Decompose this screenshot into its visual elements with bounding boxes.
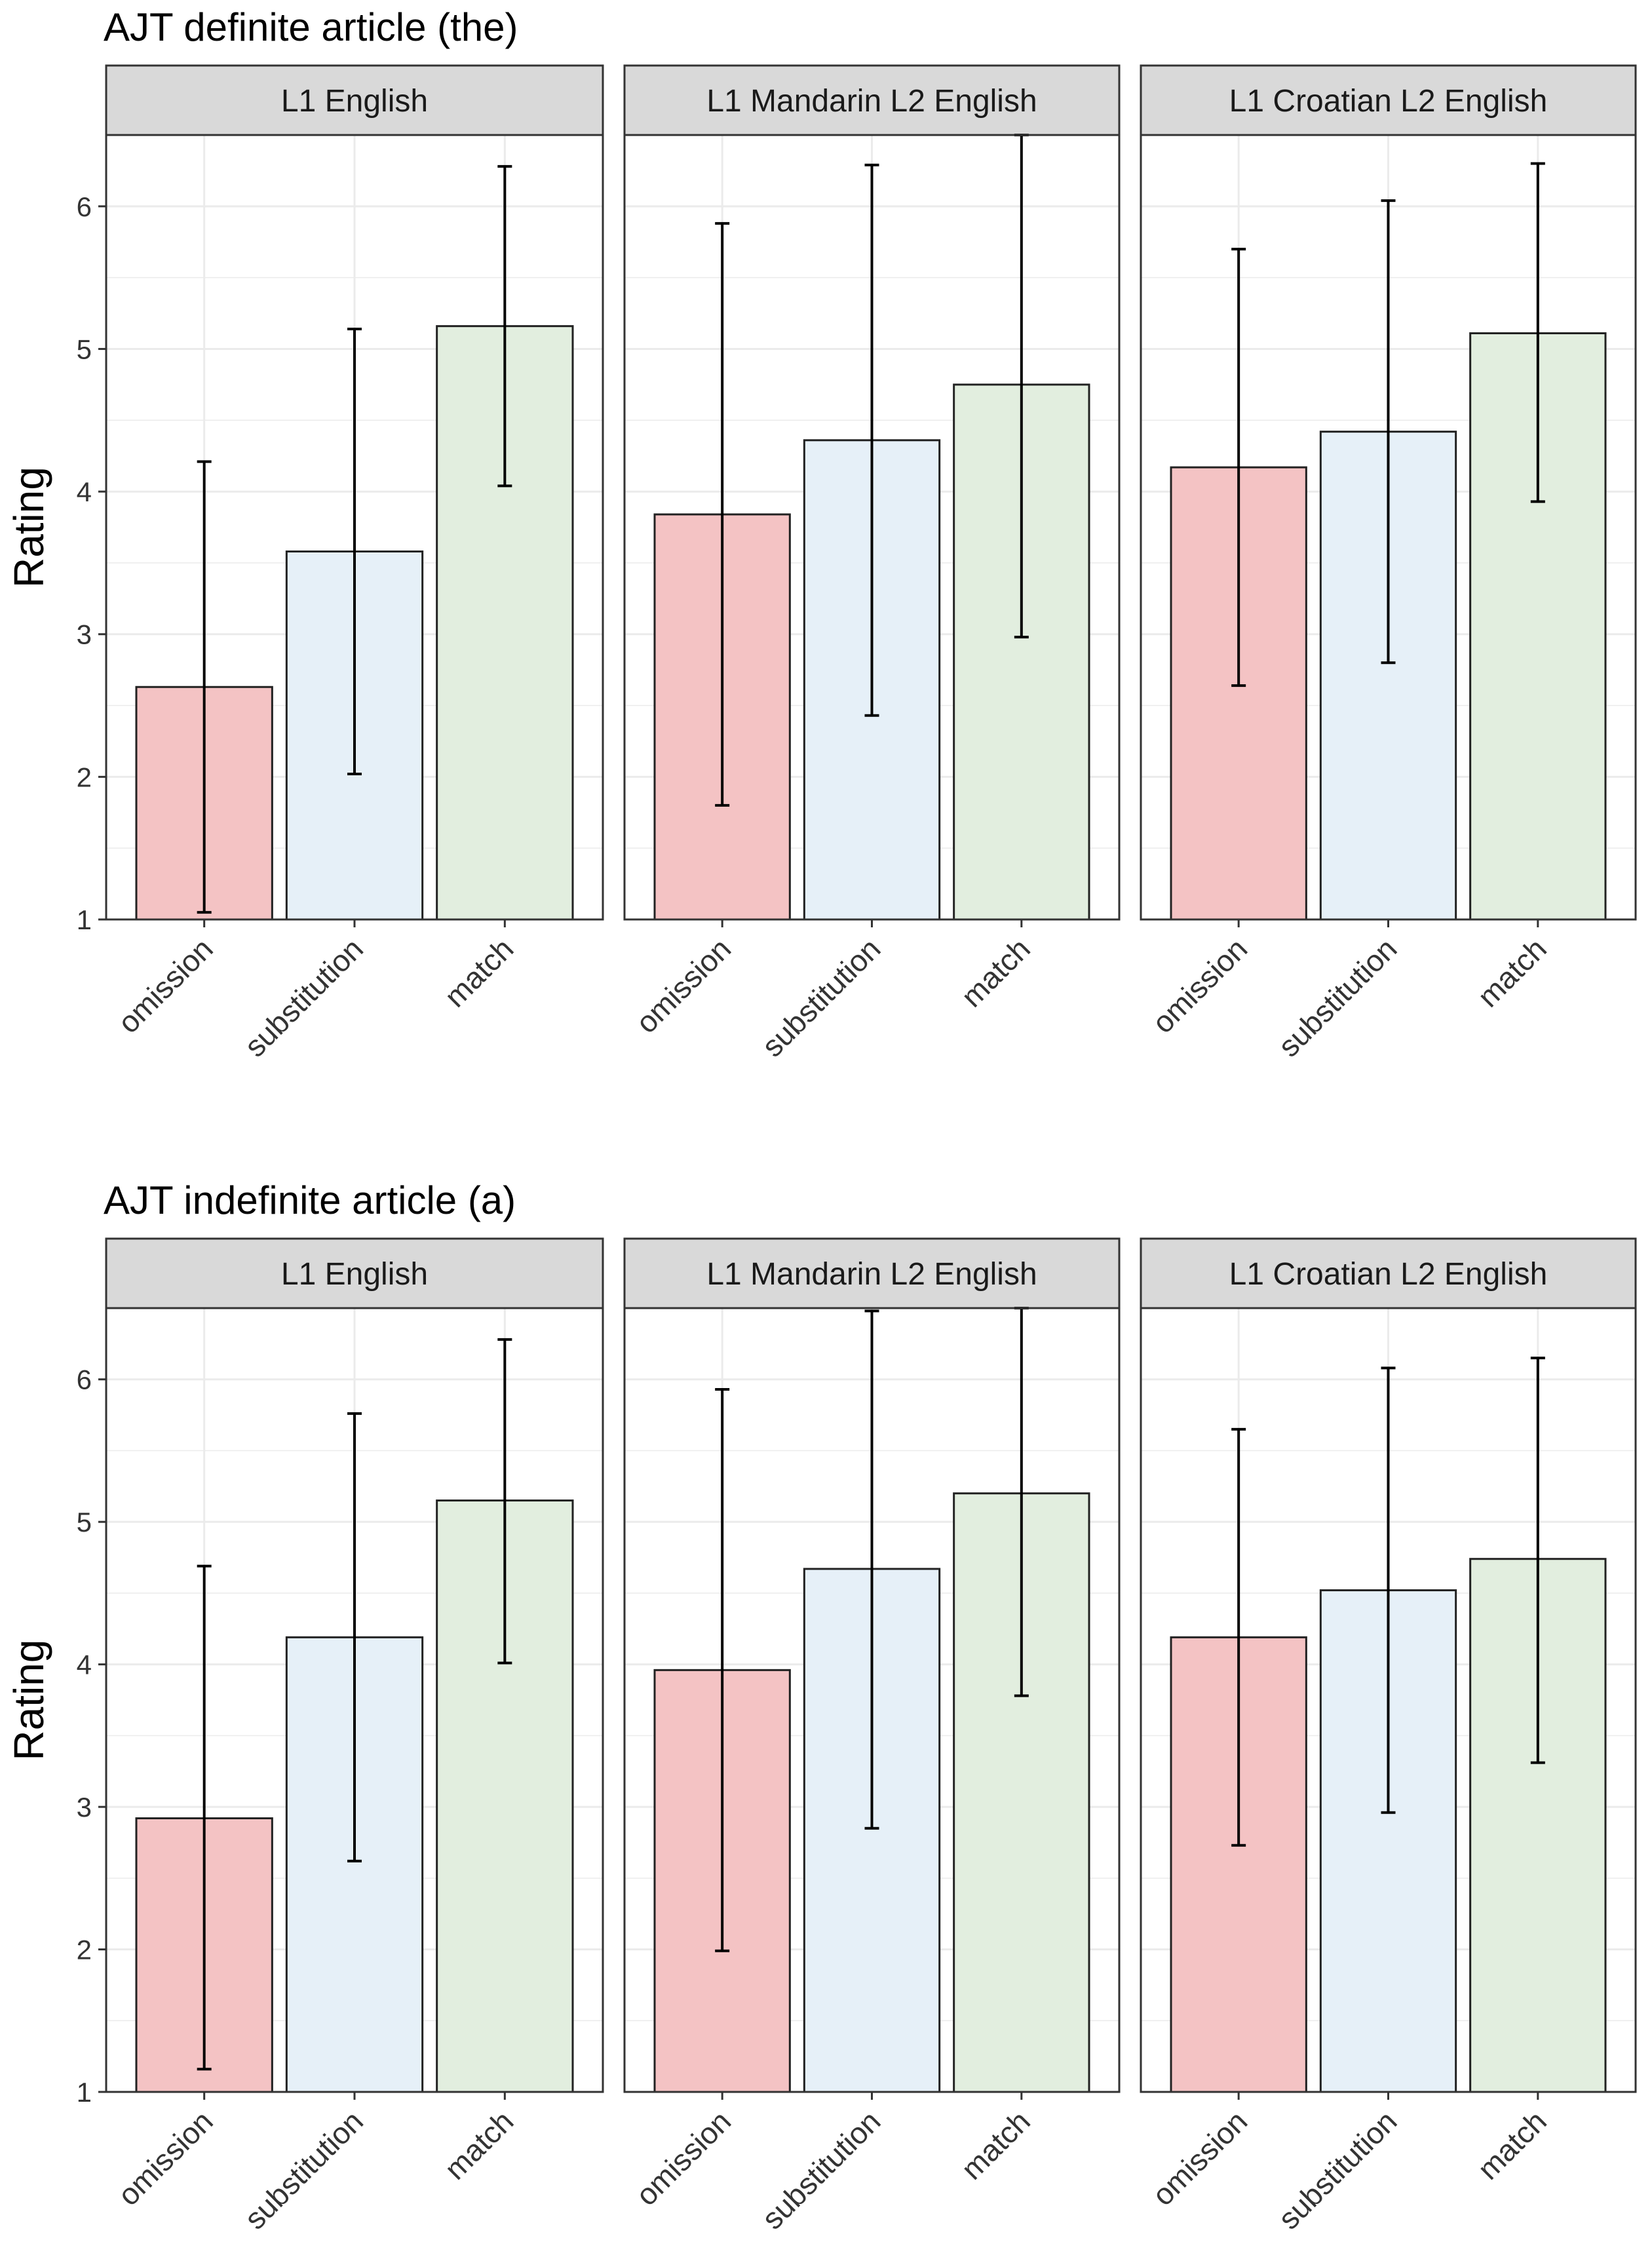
facet-strip — [1140, 64, 1637, 136]
x-tick-label: substitution — [238, 2104, 370, 2235]
y-axis-label: Rating — [5, 467, 52, 588]
facet-panel: L1 English omission substitution match — [105, 64, 604, 1064]
x-tick-label: omission — [111, 931, 220, 1039]
panel-border — [105, 1307, 604, 2093]
y-tick-label: 2 — [77, 1935, 92, 1965]
y-tick-label: 1 — [77, 2077, 92, 2108]
chart-title: AJT definite article (the) — [104, 5, 518, 49]
y-tick-label: 5 — [77, 334, 92, 364]
chart-2: AJT indefinite article (a) Rating 1 2 3 4 5 6 L1… — [5, 1178, 1637, 2236]
x-tick-label: match — [955, 931, 1037, 1013]
y-tick-label: 1 — [77, 904, 92, 935]
x-tick-label: omission — [629, 931, 737, 1039]
x-tick-label: match — [1471, 931, 1553, 1013]
x-tick-label: omission — [1145, 2104, 1254, 2212]
x-tick-label: match — [438, 931, 520, 1013]
y-axis-label: Rating — [5, 1640, 52, 1761]
facet-panel: L1 English omission substitution match — [105, 1237, 604, 2236]
chart-title: AJT indefinite article (a) — [104, 1178, 516, 1222]
facet-label: L1 Mandarin L2 English — [706, 1257, 1037, 1292]
facet-panel: L1 Croatian L2 English omission substituti… — [1140, 64, 1637, 1064]
y-tick-label: 4 — [77, 476, 92, 507]
x-tick-label: substitution — [1271, 2104, 1403, 2235]
panel-border — [623, 134, 1121, 921]
facet-panel: L1 Mandarin L2 English omission substituti… — [623, 64, 1121, 1064]
x-tick-label: omission — [111, 2104, 220, 2212]
facet-panel: L1 Mandarin L2 English omission substituti… — [623, 1237, 1121, 2236]
facet-panel: L1 Croatian L2 English omission substituti… — [1140, 1237, 1637, 2236]
panel-border — [105, 134, 604, 921]
facet-label: L1 Mandarin L2 English — [706, 84, 1037, 119]
facet-label: L1 English — [281, 84, 428, 119]
x-tick-label: match — [955, 2104, 1037, 2186]
x-tick-label: substitution — [238, 931, 370, 1063]
panel-border — [1140, 1307, 1637, 2093]
y-tick-label: 2 — [77, 762, 92, 792]
facet-strip — [623, 64, 1121, 136]
y-tick-label: 3 — [77, 619, 92, 650]
panel-border — [623, 1307, 1121, 2093]
y-tick-label: 6 — [77, 1364, 92, 1395]
x-tick-label: substitution — [1271, 931, 1403, 1063]
x-tick-label: substitution — [755, 2104, 887, 2235]
x-tick-label: omission — [629, 2104, 737, 2212]
panel-border — [1140, 134, 1637, 921]
y-tick-label: 5 — [77, 1507, 92, 1537]
facet-label: L1 Croatian L2 English — [1229, 1257, 1548, 1292]
y-tick-label: 4 — [77, 1650, 92, 1680]
x-tick-label: match — [438, 2104, 520, 2186]
x-tick-label: omission — [1145, 931, 1254, 1039]
x-tick-label: match — [1471, 2104, 1553, 2186]
y-tick-label: 6 — [77, 191, 92, 222]
x-tick-label: substitution — [755, 931, 887, 1063]
y-tick-label: 3 — [77, 1792, 92, 1823]
facet-label: L1 Croatian L2 English — [1229, 84, 1548, 119]
chart-1: AJT definite article (the) Rating 1 2 3 4 5 6 L1… — [5, 5, 1637, 1064]
facet-strip — [1140, 1237, 1637, 1309]
facet-strip — [105, 1237, 604, 1309]
facet-strip — [623, 1237, 1121, 1309]
facet-label: L1 English — [281, 1257, 428, 1292]
